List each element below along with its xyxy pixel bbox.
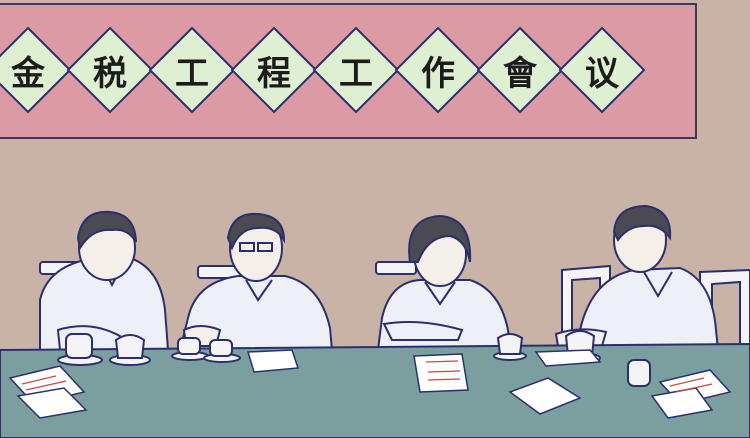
- document: [16, 387, 88, 419]
- teapot-cup: [114, 334, 146, 359]
- document: [413, 353, 469, 393]
- banner-diamond: [476, 26, 564, 114]
- cup: [496, 333, 524, 355]
- banner-character: 工: [339, 53, 373, 94]
- banner-title: 金税工程工作會议: [0, 0, 750, 140]
- document: [508, 377, 582, 415]
- cup: [65, 333, 93, 359]
- cup: [209, 339, 233, 357]
- banner-character: 议: [585, 53, 619, 94]
- banner-character: 程: [257, 53, 291, 94]
- cup: [627, 359, 651, 387]
- document: [247, 349, 300, 373]
- banner-character: 工: [175, 53, 209, 94]
- banner-diamond: [66, 26, 154, 114]
- banner-character: 金: [11, 53, 45, 94]
- banner-diamond: [558, 26, 646, 114]
- banner-diamond: [0, 26, 72, 114]
- banner-diamonds: [0, 26, 646, 114]
- banner-diamond: [148, 26, 236, 114]
- person-3: [376, 214, 512, 351]
- banner-character: 税: [93, 53, 127, 94]
- chair-3: [375, 261, 417, 275]
- banner-diamond: [312, 26, 400, 114]
- document: [534, 349, 602, 367]
- person-2: [178, 212, 334, 351]
- banner-diamond: [230, 26, 318, 114]
- document-text-lines: [21, 360, 713, 393]
- banner-character: 作: [421, 53, 455, 94]
- person-1: [39, 210, 170, 354]
- cup: [177, 337, 201, 355]
- banner-diamond: [394, 26, 482, 114]
- banner-character: 會: [503, 53, 537, 94]
